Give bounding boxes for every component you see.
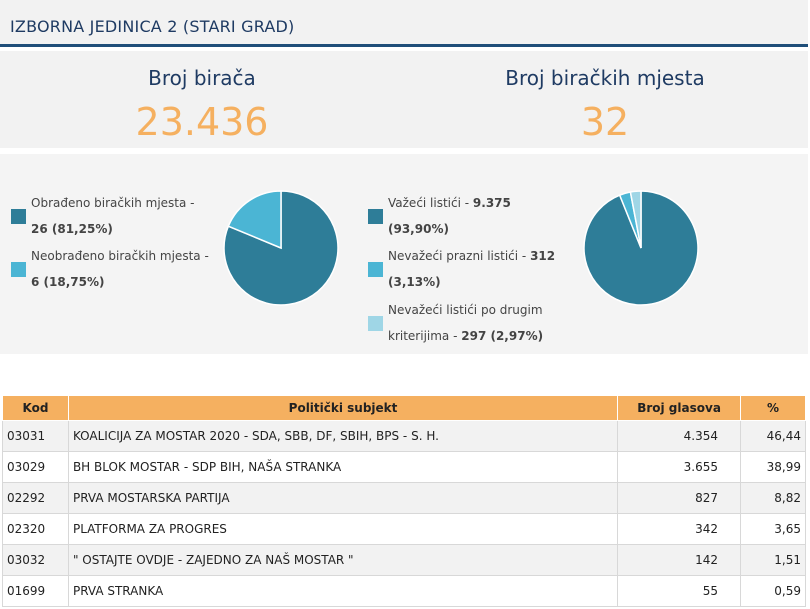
cell-code: 02292 <box>2 482 69 514</box>
table-row: 03032 " OSTAJTE OVDJE - ZAJEDNO ZA NAŠ MO… <box>2 544 806 576</box>
cell-code: 01699 <box>2 575 69 607</box>
legend-swatch-valid <box>368 209 383 224</box>
stats-panel: Broj birača 23.436 Broj biračkih mjesta … <box>0 51 808 148</box>
legend-item-unprocessed: Neobrađeno biračkih mjesta - 6 (18,75%) <box>31 243 209 295</box>
legend-swatch-processed <box>11 209 26 224</box>
legend-text: Obrađeno biračkih mjesta - <box>31 196 195 210</box>
stations-label: Broj biračkih mjesta <box>505 66 705 90</box>
header-bar: IZBORNA JEDINICA 2 (STARI GRAD) <box>0 0 808 47</box>
page-title: IZBORNA JEDINICA 2 (STARI GRAD) <box>10 17 295 36</box>
legend-swatch-invalid-other <box>368 316 383 331</box>
cell-percent: 8,82 <box>740 482 806 514</box>
cell-votes: 3.655 <box>617 451 742 483</box>
legend-text: Neobrađeno biračkih mjesta - <box>31 249 209 263</box>
col-header-code: Kod <box>2 395 69 421</box>
legend-text: Važeći listići - <box>388 196 473 210</box>
table-row: 02320 PLATFORMA ZA PROGRES 342 3,65 <box>2 513 806 545</box>
stations-value: 32 <box>580 100 630 144</box>
legend-item-processed: Obrađeno biračkih mjesta - 26 (81,25%) <box>31 190 195 242</box>
col-header-party: Politički subjekt <box>67 395 619 421</box>
voters-label: Broj birača <box>148 66 256 90</box>
cell-votes: 342 <box>617 513 742 545</box>
pie-slice-3 <box>629 190 642 249</box>
legend-value: 9.375 <box>472 196 511 210</box>
cell-votes: 827 <box>617 482 742 514</box>
pie-chart-ballots <box>583 190 699 306</box>
legend-swatch-invalid-blank <box>368 262 383 277</box>
cell-code: 03029 <box>2 451 69 483</box>
cell-percent: 3,65 <box>740 513 806 545</box>
cell-percent: 46,44 <box>740 420 806 452</box>
results-table: Kod Politički subjekt Broj glasova % 030… <box>2 395 806 607</box>
legend-item-valid: Važeći listići - 9.375 (93,90%) <box>388 190 511 242</box>
legend-value: 297 (2,97%) <box>461 329 544 343</box>
cell-code: 03032 <box>2 544 69 576</box>
legend-value: 26 (81,25%) <box>31 222 113 236</box>
table-row: 02292 PRVA MOSTARSKA PARTIJA 827 8,82 <box>2 482 806 514</box>
legend-text: kriterijima - <box>388 329 462 343</box>
cell-party: " OSTAJTE OVDJE - ZAJEDNO ZA NAŠ MOSTAR … <box>67 544 619 576</box>
legend-value: 312 <box>530 249 556 263</box>
cell-votes: 142 <box>617 544 742 576</box>
pie-slice-2 <box>227 190 282 250</box>
cell-party: PLATFORMA ZA PROGRES <box>67 513 619 545</box>
cell-party: BH BLOK MOSTAR - SDP BIH, NAŠA STRANKA <box>67 451 619 483</box>
cell-votes: 4.354 <box>617 420 742 452</box>
cell-code: 03031 <box>2 420 69 452</box>
table-row: 03029 BH BLOK MOSTAR - SDP BIH, NAŠA STRA… <box>2 451 806 483</box>
voters-value: 23.436 <box>135 100 269 144</box>
col-header-votes: Broj glasova <box>617 395 742 421</box>
legend-text: Nevažeći prazni listići - <box>388 249 531 263</box>
table-row: 03031 KOALICIJA ZA MOSTAR 2020 - SDA, SBB… <box>2 420 806 452</box>
legend-swatch-unprocessed <box>11 262 26 277</box>
col-header-percent: % <box>740 395 806 421</box>
pie-chart-stations <box>223 190 339 306</box>
legend-text: Nevažeći listići po drugim <box>388 303 543 317</box>
cell-percent: 38,99 <box>740 451 806 483</box>
cell-percent: 1,51 <box>740 544 806 576</box>
legend-item-invalid-other: Nevažeći listići po drugim kriterijima -… <box>388 297 543 349</box>
cell-party: PRVA MOSTARSKA PARTIJA <box>67 482 619 514</box>
cell-party: PRVA STRANKA <box>67 575 619 607</box>
legend-item-invalid-blank: Nevažeći prazni listići - 312 (3,13%) <box>388 243 555 295</box>
cell-percent: 0,59 <box>740 575 806 607</box>
legend-percent: (3,13%) <box>388 275 441 289</box>
charts-panel: Obrađeno biračkih mjesta - 26 (81,25%) N… <box>0 154 808 354</box>
table-header-row: Kod Politički subjekt Broj glasova % <box>2 395 806 421</box>
cell-party: KOALICIJA ZA MOSTAR 2020 - SDA, SBB, DF,… <box>67 420 619 452</box>
table-row: 01699 PRVA STRANKA 55 0,59 <box>2 575 806 607</box>
legend-percent: (93,90%) <box>388 222 449 236</box>
cell-code: 02320 <box>2 513 69 545</box>
cell-votes: 55 <box>617 575 742 607</box>
legend-value: 6 (18,75%) <box>31 275 105 289</box>
